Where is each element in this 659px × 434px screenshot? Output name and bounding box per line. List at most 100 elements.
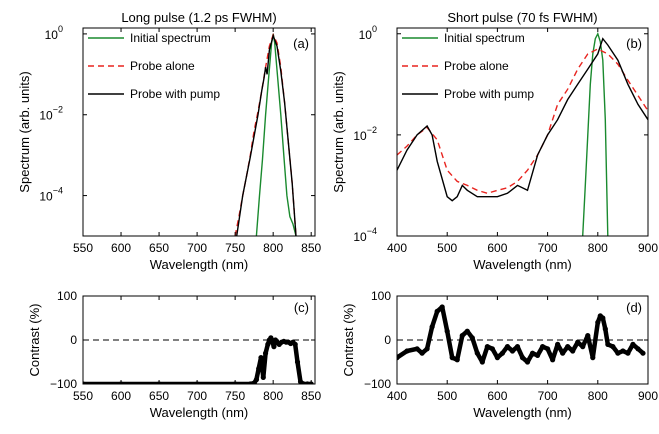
data-point [640,350,646,356]
series-line-probe-alone [397,48,648,195]
data-point [529,350,536,356]
y-axis-label: Contrast (%) [341,304,356,377]
data-point [489,346,495,352]
panel-label: (c) [294,300,309,315]
x-tick-label: 600 [487,389,507,403]
data-point [459,333,465,339]
data-point [397,355,400,361]
y-tick-base: 10 [45,28,59,42]
x-tick-label: 400 [387,241,407,255]
data-point [469,335,475,341]
data-point [271,344,277,350]
x-tick-label: 600 [111,389,131,403]
x-axis-label: Wavelength (nm) [473,405,572,420]
data-point [610,344,616,350]
legend-label: Probe alone [130,59,195,73]
series-line-initial-spectrum [582,31,609,236]
legend-label: Probe with pump [130,87,220,101]
series-line-probe-with-pump [397,37,648,202]
x-tick-label: 600 [487,241,507,255]
x-axis-label: Wavelength (nm) [473,257,572,272]
data-point [555,341,561,347]
x-tick-label: 650 [149,241,169,255]
x-axis-label: Wavelength (nm) [150,405,249,420]
data-point [258,355,264,361]
legend: Initial spectrum Probe alone Probe with pu… [88,31,220,101]
contrast-trace [397,304,646,365]
plot-area [234,32,297,236]
data-point [560,350,566,356]
data-point [260,374,266,380]
y-tick-base: 10 [359,28,373,42]
y-axis-label: Spectrum (arb. units) [17,71,32,192]
data-point [292,341,298,347]
y-tick-label: 10−2 [39,105,63,123]
data-point [414,346,420,352]
data-point [419,350,425,356]
chart-title: Long pulse (1.2 ps FWHM) [121,10,276,25]
data-point [454,357,460,363]
panel-c-long-pulse-contrast: 550 600 650 700 750 800 850 100 0 −100 Wavelength … [27,289,322,420]
legend-label: Probe alone [444,59,509,73]
y-tick-exponent: −2 [367,125,377,135]
data-point [504,344,511,350]
data-point [484,344,490,350]
data-point [534,352,541,358]
plot-area [397,304,646,365]
data-point [494,355,500,361]
data-point [550,357,556,363]
data-point [509,348,516,354]
panel-a-long-pulse-spectrum: 550 600 650 700 750 800 85010010−210−4Waveleng… [17,10,322,272]
series-line-probe-with-pump [236,33,297,236]
x-tick-label: 800 [263,241,283,255]
panel-label: (b) [626,36,642,51]
x-axis-label: Wavelength (nm) [150,257,249,272]
x-tick-label: 650 [149,389,169,403]
data-point [570,348,576,354]
data-point [575,339,581,345]
plot-area [83,335,314,384]
x-tick-label: 800 [263,389,283,403]
x-tick-label: 700 [538,241,558,255]
legend: Initial spectrum Probe alone Probe with pu… [402,31,534,101]
legend-label: Initial spectrum [444,31,525,45]
y-tick-label: −100 [50,377,77,391]
x-tick-label: 850 [301,389,321,403]
data-point [499,350,506,356]
y-tick-label: 100 [57,289,77,303]
data-point [83,381,86,384]
chart-title: Short pulse (70 fs FWHM) [447,10,597,25]
data-point [595,319,601,325]
plot-area [397,31,648,236]
y-axis-label: Spectrum (arb. units) [331,71,346,192]
axes-frame [396,27,649,237]
x-tick-label: 600 [111,241,131,255]
data-point [519,355,526,361]
y-axis-label: Contrast (%) [27,304,42,377]
data-point [630,341,636,347]
y-tick-label: 0 [384,333,391,347]
y-tick-label: 100 [45,24,63,42]
data-point [253,377,260,383]
y-tick-base: 10 [39,190,53,204]
y-tick-exponent: −2 [53,105,63,115]
data-point [524,359,531,365]
y-tick-label: 100 [359,24,377,42]
y-tick-base: 10 [353,230,367,244]
legend-label: Probe with pump [444,87,534,101]
x-tick-label: 800 [588,389,608,403]
x-tick-label: 500 [437,389,457,403]
x-tick-label: 900 [638,241,658,255]
x-tick-label: 500 [437,241,457,255]
y-tick-base: 10 [39,109,53,123]
data-point [464,328,470,334]
data-point [545,346,551,352]
legend-label: Initial spectrum [130,31,211,45]
x-tick-label: 700 [538,389,558,403]
y-tick-exponent: 0 [372,24,377,34]
y-tick-label: 10−4 [39,186,63,204]
data-point [439,304,445,310]
data-point [262,350,269,356]
panel-b-short-pulse-spectrum: 400 500 600 700 800 90010010−210−4Wavelength … [331,10,658,272]
data-point [444,328,450,334]
